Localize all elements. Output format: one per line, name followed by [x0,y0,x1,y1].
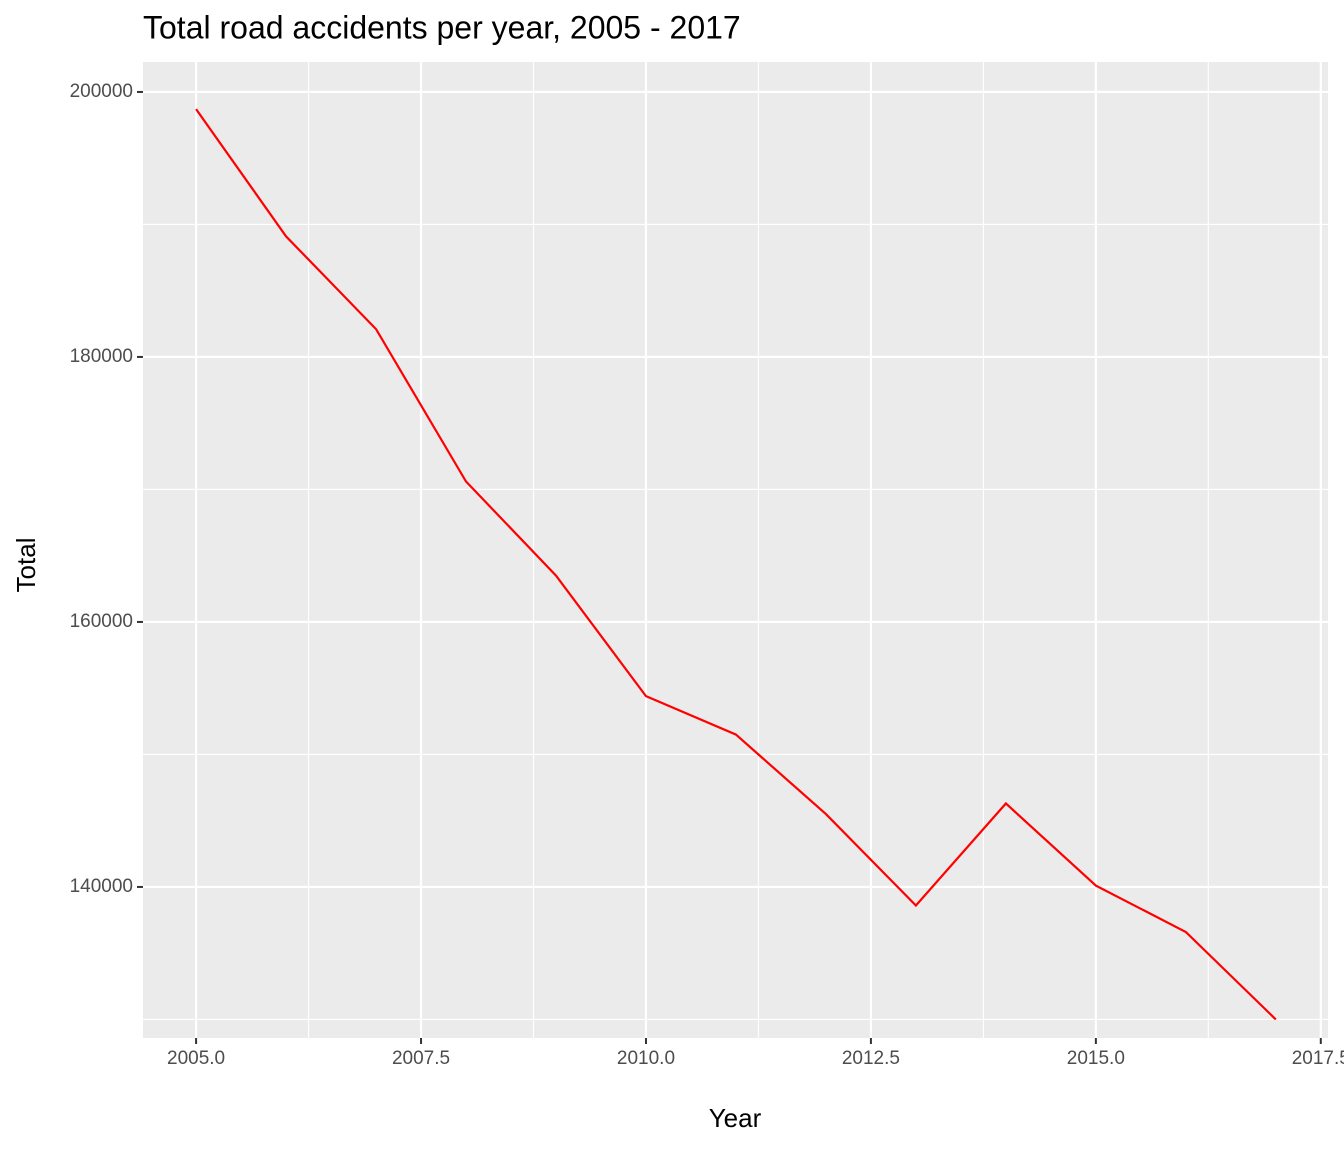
x-axis-label: Year [709,1103,762,1133]
x-tick-label: 2012.5 [842,1048,900,1069]
x-tick-label: 2007.5 [392,1048,450,1069]
x-tick-label: 2010.0 [617,1048,675,1069]
chart-title: Total road accidents per year, 2005 - 20… [143,9,741,45]
line-series [195,108,1277,1021]
y-tick-label: 160000 [70,611,133,632]
y-axis-label: Total [11,538,41,593]
y-tick-label: 140000 [70,876,133,897]
x-tick-label: 2015.0 [1067,1048,1125,1069]
y-tick-label: 200000 [70,81,133,102]
x-tick-label: 2017.5 [1292,1048,1344,1069]
panel [143,62,1328,1038]
x-tick-label: 2005.0 [167,1048,225,1069]
y-tick-label: 180000 [70,346,133,367]
